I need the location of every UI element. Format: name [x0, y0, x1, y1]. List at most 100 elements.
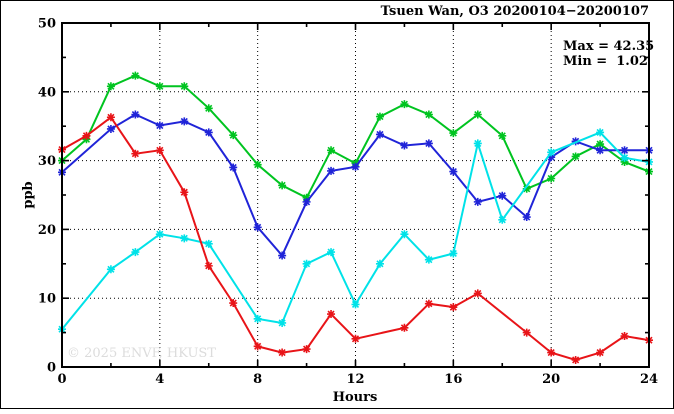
- green-line-marker: [400, 100, 409, 109]
- blue-line-marker: [375, 130, 384, 139]
- blue-line-marker: [522, 213, 531, 222]
- red-line-marker: [278, 348, 287, 357]
- green-line-marker: [180, 82, 189, 91]
- watermark: © 2025 ENVF, HKUST: [67, 346, 216, 361]
- blue-line-marker: [155, 121, 164, 130]
- red-line-marker: [424, 299, 433, 308]
- green-line-marker: [106, 82, 115, 91]
- cyan-line-marker: [547, 148, 556, 157]
- green-line-marker: [278, 181, 287, 190]
- data-series: [58, 71, 653, 364]
- blue-line-marker: [106, 124, 115, 133]
- grid-lines: [62, 23, 649, 367]
- blue-line-path: [61, 113, 649, 258]
- y-tick-label: 30: [38, 154, 56, 169]
- green-line-marker: [229, 131, 238, 140]
- green-line-marker: [596, 140, 605, 149]
- cyan-line-marker: [155, 230, 164, 239]
- cyan-line-marker: [473, 139, 482, 148]
- green-line-marker: [204, 104, 213, 113]
- red-line-marker: [400, 323, 409, 332]
- red-line-marker: [82, 131, 91, 140]
- y-tick-label: 10: [38, 292, 56, 307]
- x-tick-label: 0: [57, 372, 66, 387]
- green-line-marker: [498, 131, 507, 140]
- cyan-line-marker: [596, 128, 605, 137]
- cyan-line-marker: [498, 215, 507, 224]
- green-line-marker: [424, 110, 433, 119]
- cyan-line-marker: [131, 248, 140, 257]
- x-tick-label: 12: [346, 372, 364, 387]
- cyan-line-marker: [620, 153, 629, 162]
- cyan-line-marker: [253, 314, 262, 323]
- red-line-marker: [473, 289, 482, 298]
- blue-line-marker: [131, 110, 140, 119]
- blue-line-marker: [547, 153, 556, 162]
- green-line-marker: [473, 110, 482, 119]
- red-line-marker: [302, 345, 311, 354]
- cyan-line-marker: [106, 265, 115, 274]
- blue-line-marker: [229, 163, 238, 172]
- red-line-marker: [229, 299, 238, 308]
- y-tick-label: 40: [38, 85, 56, 100]
- y-tick-label: 20: [38, 223, 56, 238]
- red-line-marker: [547, 348, 556, 357]
- red-line-marker: [449, 303, 458, 312]
- green-line-marker: [547, 174, 556, 183]
- green-line-marker: [375, 112, 384, 121]
- red-line-marker: [327, 310, 336, 319]
- red-line-marker: [351, 334, 360, 343]
- blue-line-marker: [327, 166, 336, 175]
- red-line-marker: [180, 188, 189, 197]
- red-line-marker: [131, 149, 140, 158]
- x-tick-label: 8: [253, 372, 262, 387]
- blue-line-marker: [180, 117, 189, 126]
- green-line-marker: [253, 160, 262, 169]
- y-tick-label: 0: [47, 361, 56, 376]
- red-line-marker: [106, 113, 115, 122]
- cyan-line-marker: [400, 230, 409, 239]
- y-axis-label: ppb: [21, 181, 36, 208]
- blue-line-marker: [278, 251, 287, 260]
- red-line-marker: [204, 261, 213, 270]
- green-line-marker: [449, 129, 458, 138]
- green-line-marker: [522, 184, 531, 193]
- green-line-marker: [155, 82, 164, 91]
- blue-line-marker: [302, 197, 311, 206]
- cyan-line-marker: [424, 255, 433, 264]
- green-line-marker: [620, 157, 629, 166]
- blue-line-marker: [449, 167, 458, 176]
- y-tick-label: 50: [38, 17, 56, 32]
- red-line-marker: [571, 355, 580, 364]
- max-annotation: Max = 42.35: [563, 39, 654, 54]
- red-line-marker: [522, 328, 531, 337]
- green-line-marker: [327, 146, 336, 155]
- cyan-line-marker: [449, 249, 458, 258]
- x-tick-label: 24: [640, 372, 658, 387]
- blue-line-marker: [620, 146, 629, 155]
- blue-line-marker: [351, 162, 360, 171]
- tick-labels: 0 4 8 12 16 20 24 0 10 20 30 40 50: [38, 17, 658, 388]
- cyan-line-marker: [278, 318, 287, 327]
- x-tick-label: 16: [444, 372, 462, 387]
- cyan-line-marker: [327, 248, 336, 257]
- red-line-marker: [155, 146, 164, 155]
- red-line-marker: [596, 348, 605, 357]
- green-line-marker: [302, 193, 311, 202]
- blue-line-marker: [473, 197, 482, 206]
- x-axis-label: Hours: [333, 390, 378, 405]
- cyan-line-marker: [204, 239, 213, 248]
- green-line-marker: [571, 152, 580, 161]
- cyan-line-marker: [375, 259, 384, 268]
- blue-line-marker: [400, 141, 409, 150]
- series-blue-line: [58, 110, 653, 260]
- blue-line-marker: [498, 191, 507, 200]
- blue-line-marker: [204, 128, 213, 137]
- blue-line-marker: [424, 139, 433, 148]
- red-line-marker: [253, 342, 262, 351]
- cyan-line-marker: [302, 259, 311, 268]
- cyan-line-marker: [351, 300, 360, 309]
- x-tick-label: 20: [542, 372, 560, 387]
